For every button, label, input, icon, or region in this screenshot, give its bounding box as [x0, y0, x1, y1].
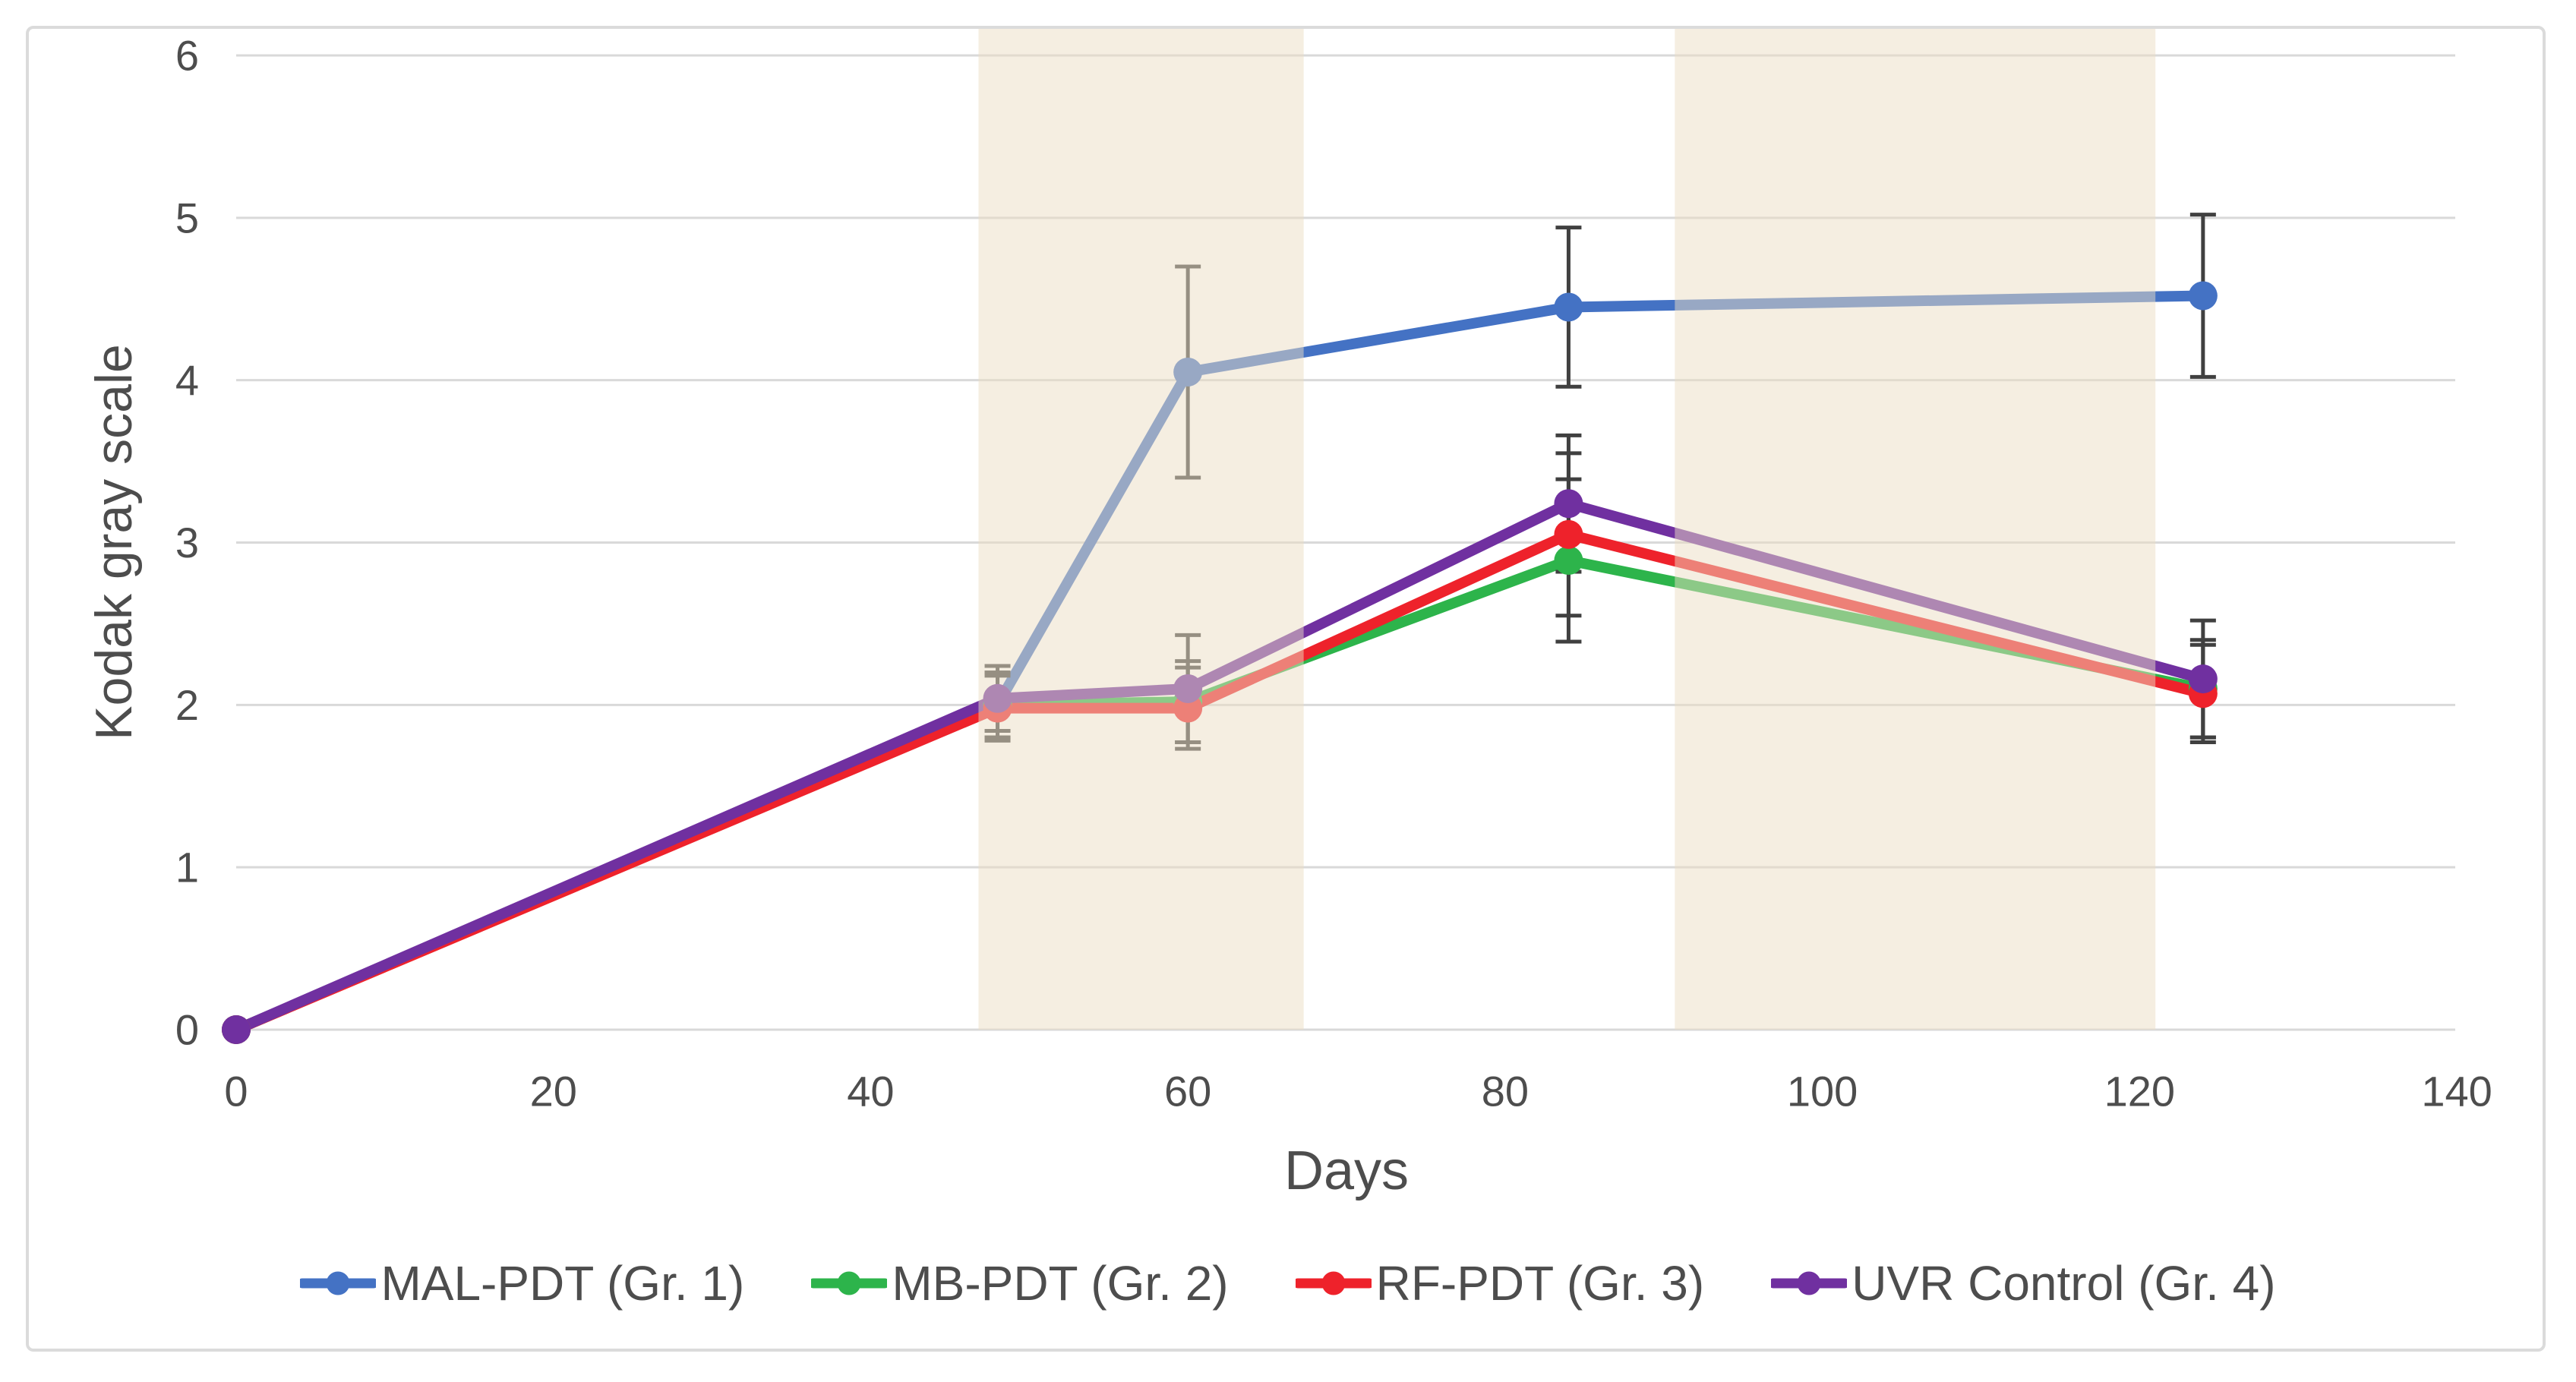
x-tick-label: 40 [847, 1068, 894, 1115]
x-tick-label: 80 [1482, 1068, 1529, 1115]
x-tick-label: 20 [530, 1068, 577, 1115]
shaded-band [978, 28, 1304, 1030]
data-point-marker [2188, 281, 2218, 311]
legend-dot [837, 1271, 861, 1295]
x-tick-label: 140 [2421, 1068, 2492, 1115]
x-tick-label: 120 [2104, 1068, 2175, 1115]
legend-marker-icon [1295, 1271, 1372, 1295]
legend-label: MB-PDT (Gr. 2) [892, 1256, 1229, 1311]
y-axis-title: Kodak gray scale [85, 344, 143, 740]
y-tick-label: 6 [175, 32, 199, 80]
data-point-marker [222, 1015, 251, 1044]
legend-marker-icon [300, 1271, 377, 1295]
legend-label: RF-PDT (Gr. 3) [1375, 1256, 1705, 1311]
x-tick-label: 60 [1164, 1068, 1211, 1115]
x-tick-label: 0 [224, 1068, 248, 1115]
data-point-marker [1554, 292, 1583, 322]
legend-dot [326, 1271, 350, 1295]
x-tick-label: 100 [1787, 1068, 1858, 1115]
y-tick-label: 1 [175, 844, 199, 891]
legend-item: MAL-PDT (Gr. 1) [300, 1255, 744, 1311]
y-tick-label: 2 [175, 681, 199, 729]
y-tick-label: 3 [175, 519, 199, 566]
legend-dot [1797, 1271, 1821, 1295]
legend-label: MAL-PDT (Gr. 1) [380, 1256, 745, 1311]
legend-item: MB-PDT (Gr. 2) [811, 1255, 1229, 1311]
legend-marker-icon [811, 1271, 888, 1295]
chart-legend: MAL-PDT (Gr. 1) MB-PDT (Gr. 2) RF-PDT (Gr.… [0, 1249, 2576, 1317]
y-tick-label: 4 [175, 356, 199, 404]
uv-exposure-band-overlays [978, 28, 2156, 1030]
shaded-band [1675, 28, 2156, 1030]
y-tick-label: 0 [175, 1006, 199, 1054]
data-point-marker [1554, 519, 1583, 549]
legend-marker-icon [1771, 1271, 1848, 1295]
legend-label: UVR Control (Gr. 4) [1852, 1256, 2276, 1311]
data-point-marker [1554, 546, 1583, 576]
y-axis-tick-labels: 0 1 2 3 4 5 6 [175, 32, 199, 1054]
x-axis-title: Days [1284, 1141, 1409, 1201]
x-axis-tick-labels: 0 20 40 60 80 100 120 140 [224, 1068, 2492, 1115]
y-tick-label: 5 [175, 194, 199, 241]
legend-dot [1321, 1271, 1346, 1295]
legend-item: UVR Control (Gr. 4) [1771, 1255, 2276, 1311]
legend-item: RF-PDT (Gr. 3) [1295, 1255, 1705, 1311]
data-point-marker [1554, 489, 1583, 519]
data-point-marker [2188, 664, 2218, 694]
